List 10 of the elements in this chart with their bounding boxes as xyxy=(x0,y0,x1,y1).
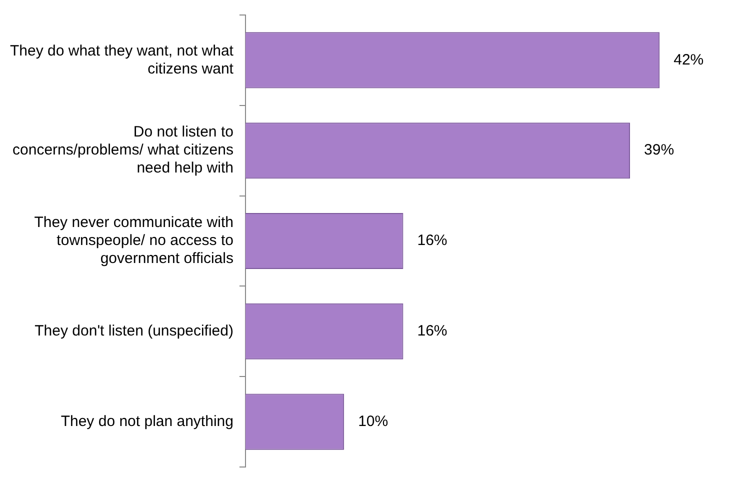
data-label: 10% xyxy=(358,412,388,430)
data-label: 42% xyxy=(674,51,704,68)
y-tick-label: They don't listen (unspecified) xyxy=(34,322,234,340)
y-tick-label: They do what they want, not what citizens want xyxy=(10,42,234,78)
data-label: 39% xyxy=(644,142,674,159)
data-label: 16% xyxy=(417,322,448,340)
y-tick-label: They never communicate with townspeople/ no access to government officials xyxy=(34,214,234,268)
y-tick-label: They do not plan anything xyxy=(60,412,234,430)
data-label: 16% xyxy=(417,232,448,250)
y-tick-label: Do not listen to concerns/problems/ what citizens need help with xyxy=(12,124,234,177)
